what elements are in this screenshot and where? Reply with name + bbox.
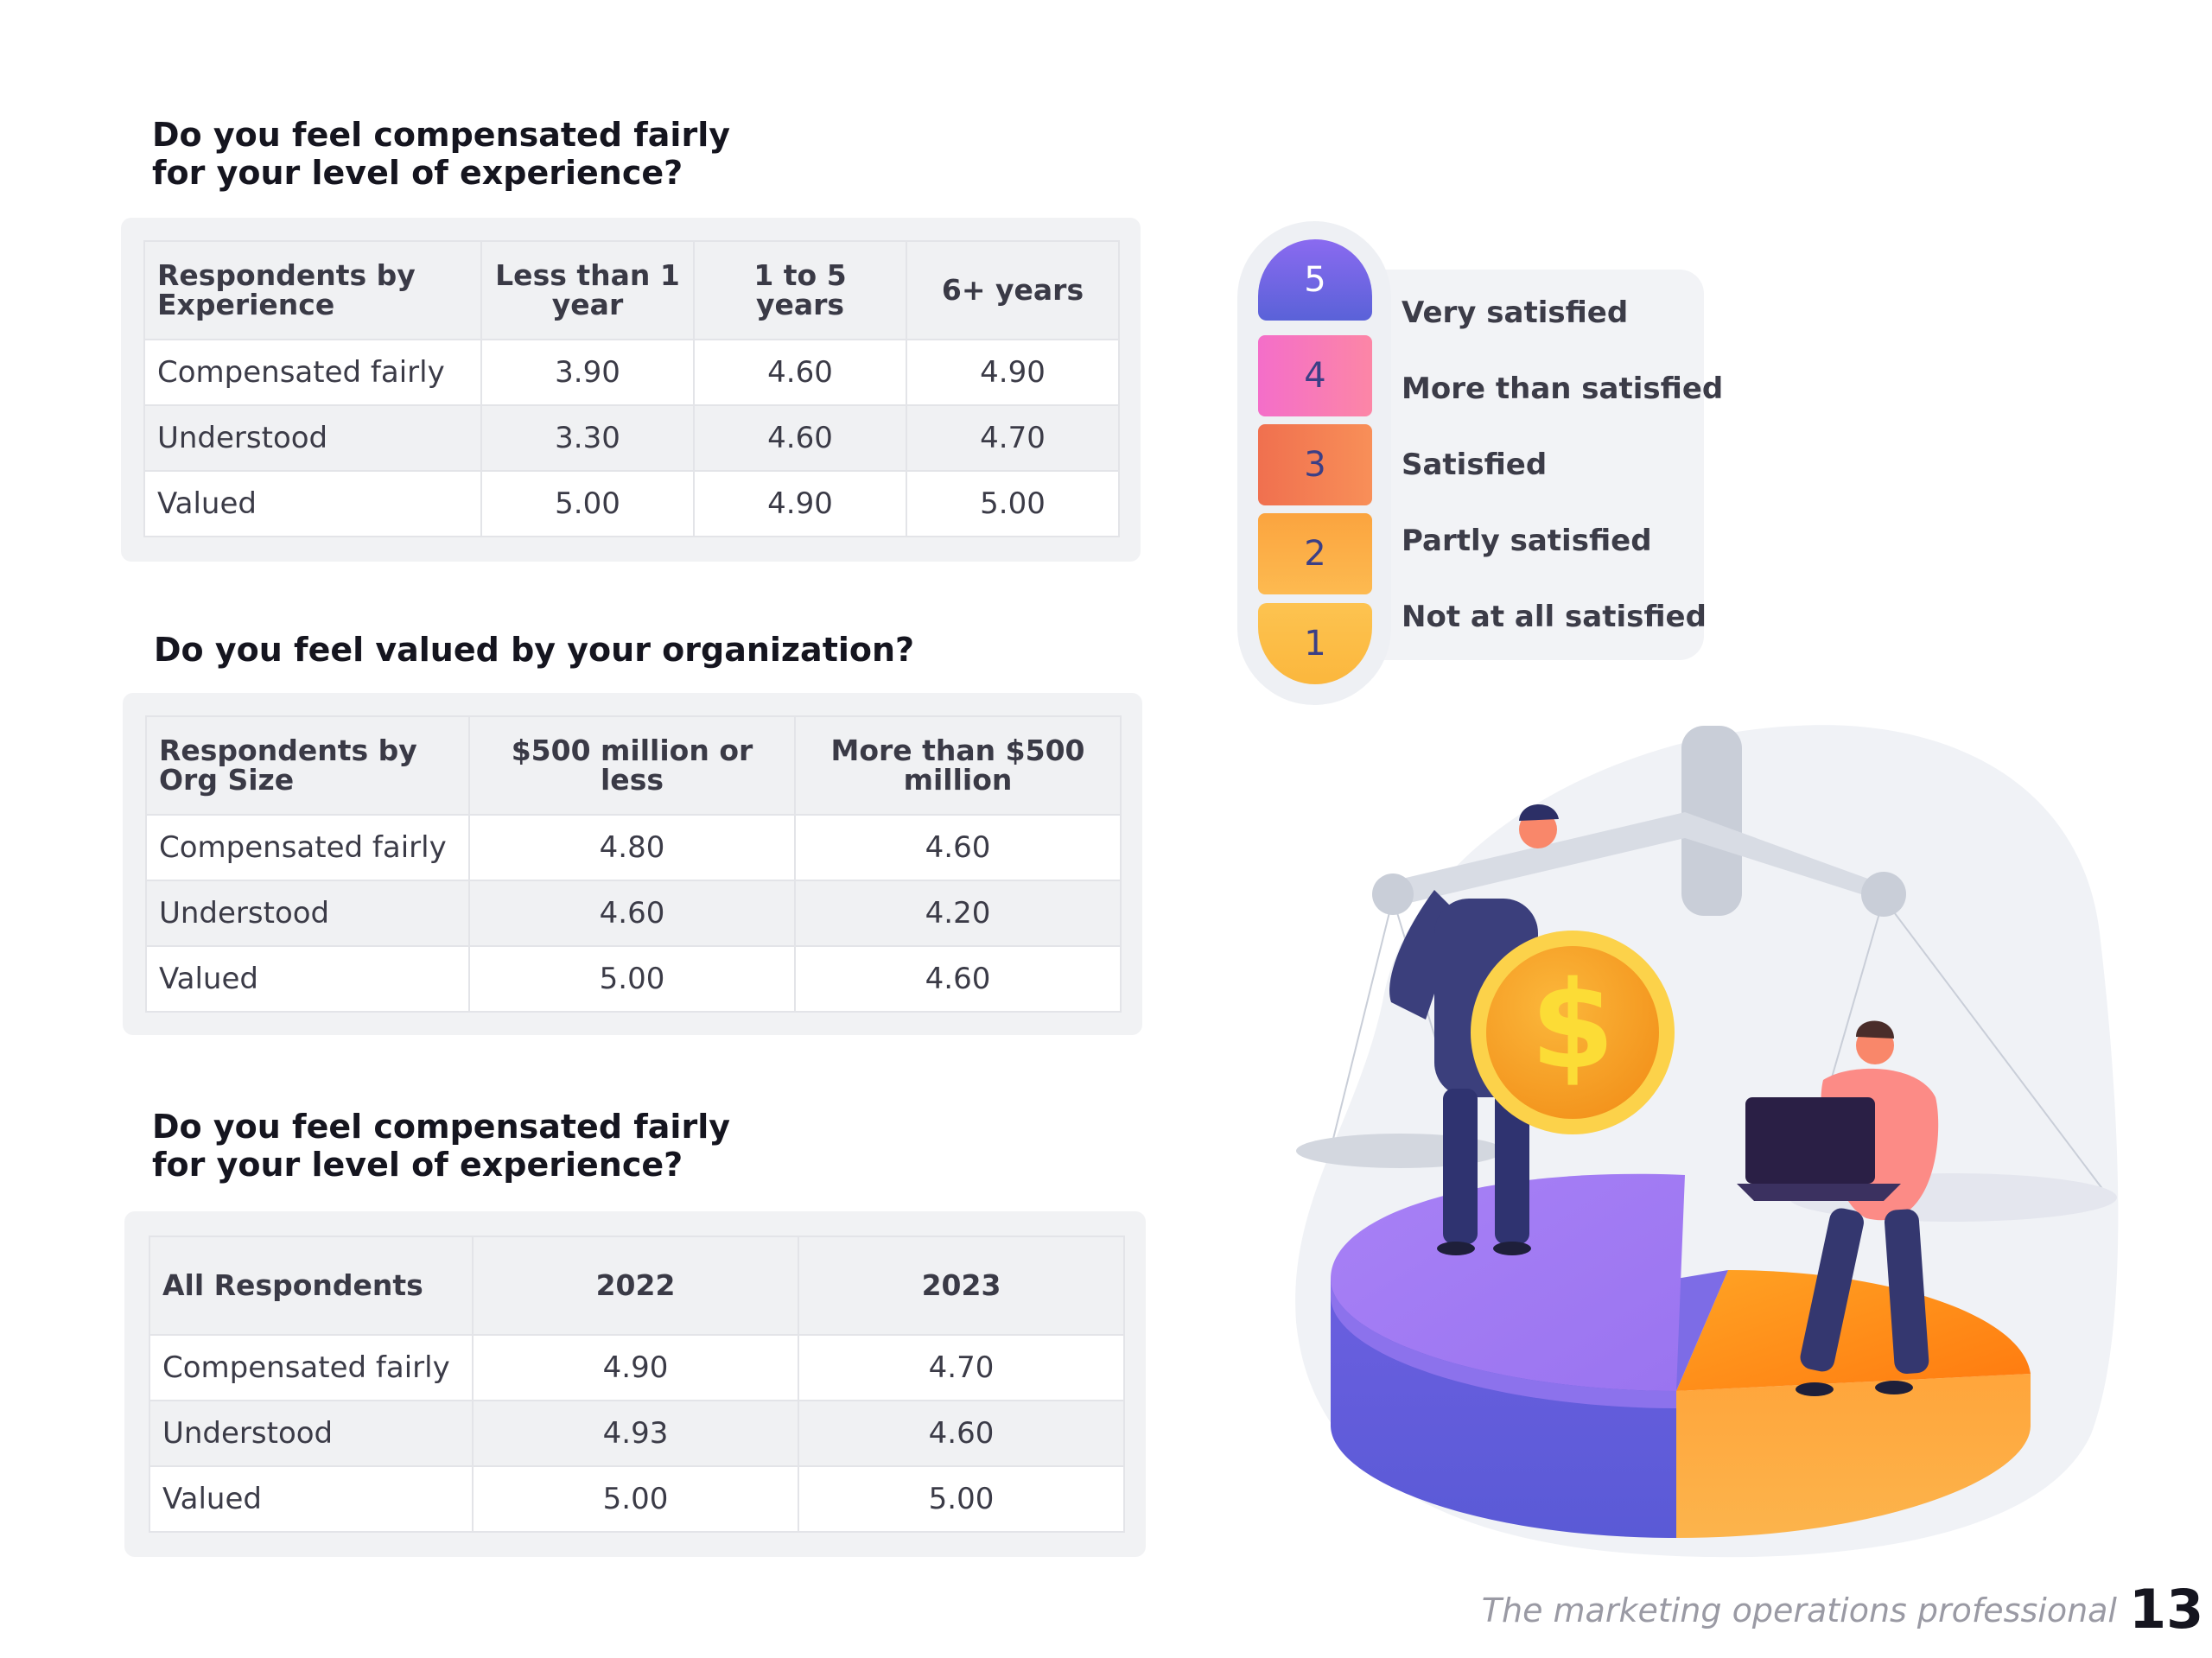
table-cell: 5.00: [480, 470, 695, 537]
row-label: Compensated fairly: [143, 339, 482, 406]
table-cell: 5.00: [468, 945, 796, 1013]
row-label: Valued: [143, 470, 482, 537]
column-header: 2023: [798, 1236, 1125, 1336]
table-cell: 4.70: [906, 404, 1120, 472]
balance-scale-coin-illustration: $: [1295, 725, 2119, 1558]
table-cell: 4.70: [798, 1334, 1125, 1401]
table-experience: Respondents by Experience Less than 1 ye…: [143, 240, 1120, 537]
rating-2-label: Partly satisfied: [1402, 524, 1652, 558]
column-header: Less than 1 year: [480, 240, 695, 340]
table-row: Understood 4.60 4.20: [145, 880, 1122, 947]
column-header: $500 million or less: [468, 715, 796, 816]
table-header-row: Respondents by Experience Less than 1 ye…: [143, 240, 1120, 340]
section-2-title: Do you feel valued by your organization?: [154, 631, 914, 669]
table-cell: 4.60: [794, 945, 1122, 1013]
page-number: 13: [2129, 1578, 2204, 1641]
row-label: Understood: [145, 880, 470, 947]
rating-3-label: Satisfied: [1402, 448, 1548, 482]
table-cell: 4.60: [693, 339, 907, 406]
title-line: Do you feel compensated fairly: [152, 1108, 730, 1146]
table-row: Understood 4.93 4.60: [149, 1400, 1125, 1467]
table-header-row: Respondents by Org Size $500 million or …: [145, 715, 1122, 816]
table-row: Compensated fairly 4.80 4.60: [145, 814, 1122, 881]
title-line: for your level of experience?: [152, 1146, 683, 1184]
coin-symbol: $: [1530, 956, 1614, 1096]
rating-5-label: Very satisfied: [1402, 295, 1629, 330]
row-label: Compensated fairly: [149, 1334, 474, 1401]
column-header: 2022: [472, 1236, 799, 1336]
row-label: Valued: [145, 945, 470, 1013]
table-row: Compensated fairly 3.90 4.60 4.90: [143, 339, 1120, 406]
column-header: 6+ years: [906, 240, 1120, 340]
table-row: Valued 5.00 4.60: [145, 945, 1122, 1013]
section-1-title: Do you feel compensated fairly for your …: [152, 116, 730, 192]
rating-3-badge: 3: [1258, 424, 1372, 505]
table-cell: 4.60: [798, 1400, 1125, 1467]
footer-publication-title: The marketing operations professional: [1481, 1591, 2117, 1629]
table-cell: 4.20: [794, 880, 1122, 947]
table-header-row: All Respondents 2022 2023: [149, 1236, 1125, 1336]
table-cell: 3.90: [480, 339, 695, 406]
row-label: Understood: [149, 1400, 474, 1467]
table-org-size: Respondents by Org Size $500 million or …: [145, 715, 1122, 1013]
table-row: Valued 5.00 5.00: [149, 1465, 1125, 1533]
table-row: Valued 5.00 4.90 5.00: [143, 470, 1120, 537]
row-label: Valued: [149, 1465, 474, 1533]
table-cell: 4.60: [794, 814, 1122, 881]
table-cell: 5.00: [472, 1465, 799, 1533]
column-header: Respondents by Org Size: [145, 715, 470, 816]
table-cell: 4.60: [468, 880, 796, 947]
table-cell: 5.00: [798, 1465, 1125, 1533]
table-cell: 5.00: [906, 470, 1120, 537]
title-line: Do you feel valued by your organization?: [154, 631, 915, 669]
man-with-laptop-icon: [1737, 1020, 1939, 1396]
column-header: All Respondents: [149, 1236, 474, 1336]
row-label: Compensated fairly: [145, 814, 470, 881]
table-all-respondents: All Respondents 2022 2023 Compensated fa…: [149, 1236, 1125, 1533]
title-line: for your level of experience?: [152, 154, 683, 192]
rating-4-label: More than satisfied: [1402, 372, 1724, 406]
section-3-title: Do you feel compensated fairly for your …: [152, 1108, 730, 1184]
table-cell: 4.60: [693, 404, 907, 472]
table-cell: 3.30: [480, 404, 695, 472]
rating-legend-panel: [1348, 270, 1704, 660]
title-line: Do you feel compensated fairly: [152, 116, 730, 154]
table-row: Compensated fairly 4.90 4.70: [149, 1334, 1125, 1401]
rating-1-label: Not at all satisfied: [1402, 600, 1707, 634]
rating-5-badge: 5: [1258, 239, 1372, 321]
table-cell: 4.80: [468, 814, 796, 881]
rating-4-badge: 4: [1258, 335, 1372, 416]
column-header: 1 to 5 years: [693, 240, 907, 340]
table-cell: 4.90: [693, 470, 907, 537]
row-label: Understood: [143, 404, 482, 472]
rating-2-badge: 2: [1258, 513, 1372, 594]
table-row: Understood 3.30 4.60 4.70: [143, 404, 1120, 472]
businessman-with-coin-icon: $: [1389, 804, 1675, 1255]
table-cell: 4.90: [472, 1334, 799, 1401]
column-header: More than $500 million: [794, 715, 1122, 816]
column-header: Respondents by Experience: [143, 240, 482, 340]
table-cell: 4.93: [472, 1400, 799, 1467]
pie-chart-icon: [1331, 1173, 2031, 1538]
table-cell: 4.90: [906, 339, 1120, 406]
